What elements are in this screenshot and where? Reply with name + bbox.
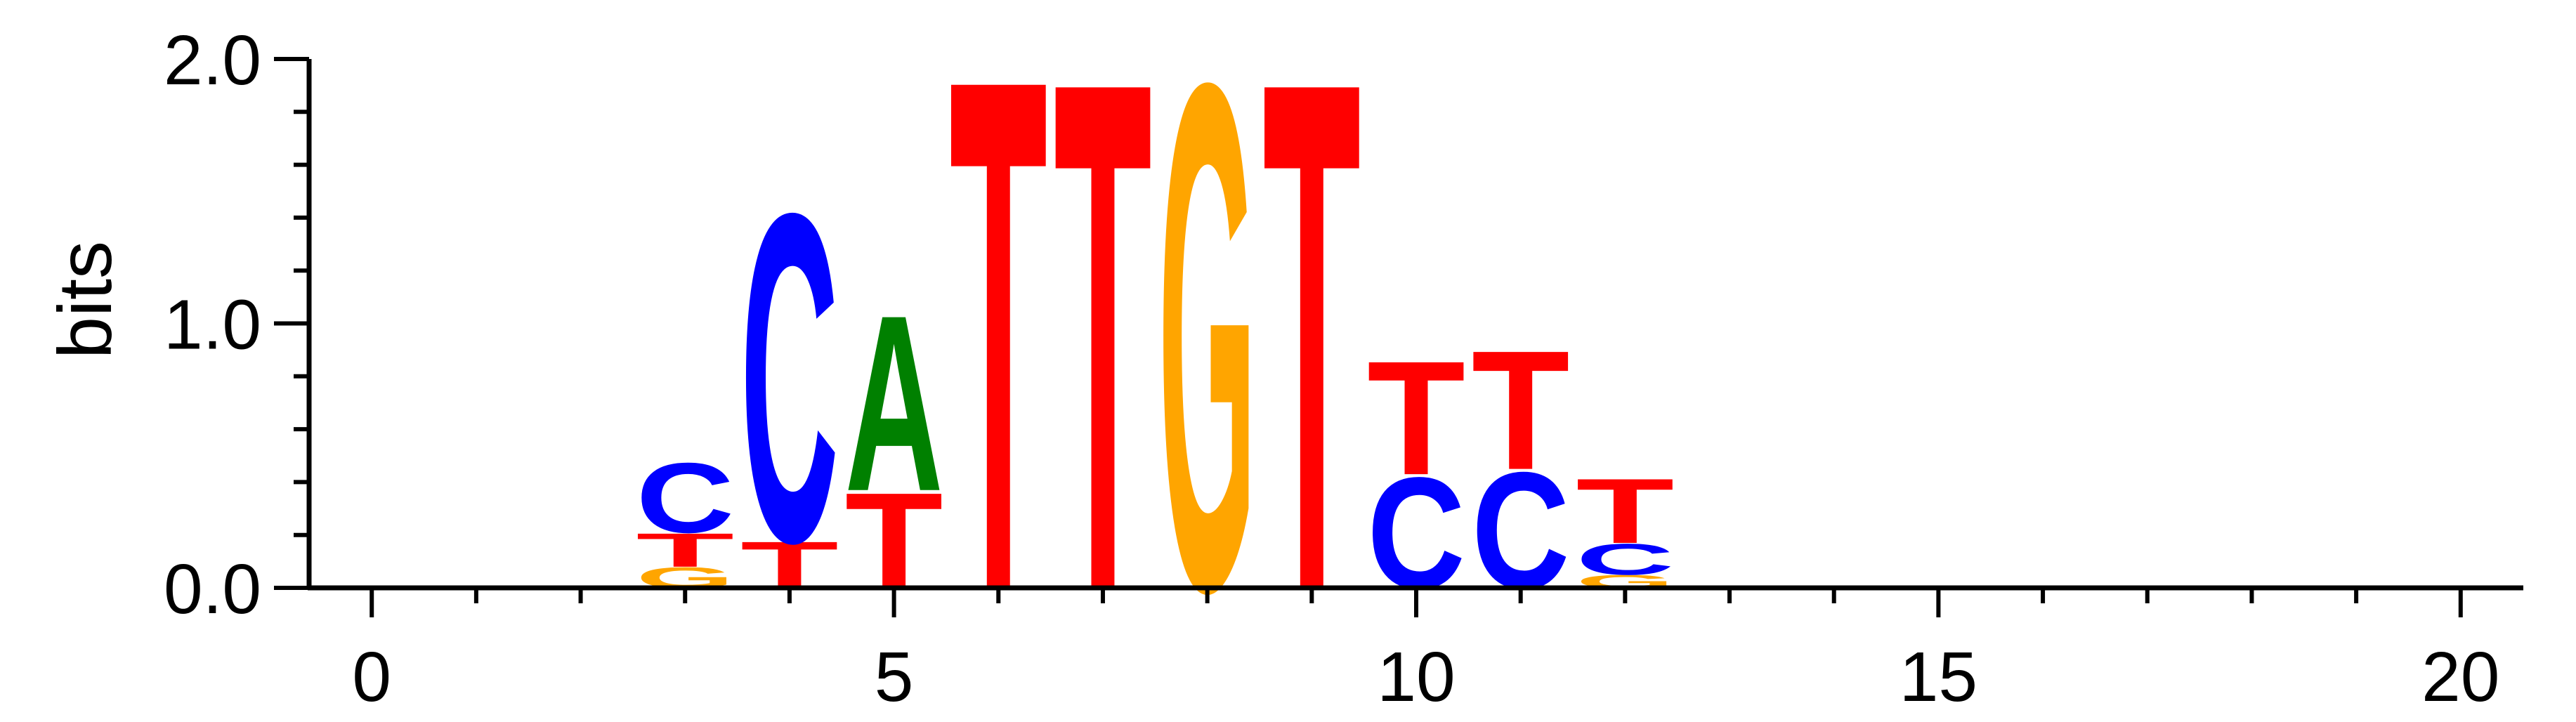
letter-stack-pos-5: TA [845,263,943,617]
x-tick-label: 0 [352,638,391,716]
x-tick-label: 10 [1377,638,1455,716]
letter-stack-pos-10: CT [1367,327,1465,622]
x-tick-label: 15 [1900,638,1977,716]
logo-letter-t: T [1576,459,1674,563]
letter-stack-pos-11: CT [1472,315,1570,624]
letter-stack-pos-8: G [1158,0,1257,722]
axes [274,57,2523,617]
y-axis-title: bits [42,241,127,359]
logo-letter-c: C [636,442,734,553]
letter-stack-pos-12: GCT [1576,459,1674,592]
letter-stack-pos-3: GTC [636,442,734,594]
logo-letter-t: T [949,0,1047,722]
logo-letter-t: T [1054,0,1152,722]
logo-letter-a: A [845,263,943,543]
logo-letter-t: T [1262,0,1361,722]
logo-letter-t: T [1367,327,1465,508]
letter-stack-pos-4: TC [740,117,839,641]
logo-letter-c: C [740,117,839,641]
logo-letter-c: C [1576,534,1674,584]
x-tick-label: 5 [875,638,914,716]
x-tick-label: 20 [2421,638,2499,716]
logo-letter-t: T [636,523,734,577]
letter-stack-pos-9: T [1262,0,1361,722]
logo-letter-g: G [1158,0,1257,722]
letter-stack-pos-7: T [1054,0,1152,722]
y-tick-label: 0.0 [164,550,261,629]
logo-letter-t: T [1472,315,1570,505]
letter-stack-pos-6: T [949,0,1047,722]
y-tick-label: 1.0 [164,286,261,365]
axis-labels: 0.0 1.0 2.0 0 5 10 15 20 [164,21,2499,716]
y-tick-label: 2.0 [164,21,261,100]
